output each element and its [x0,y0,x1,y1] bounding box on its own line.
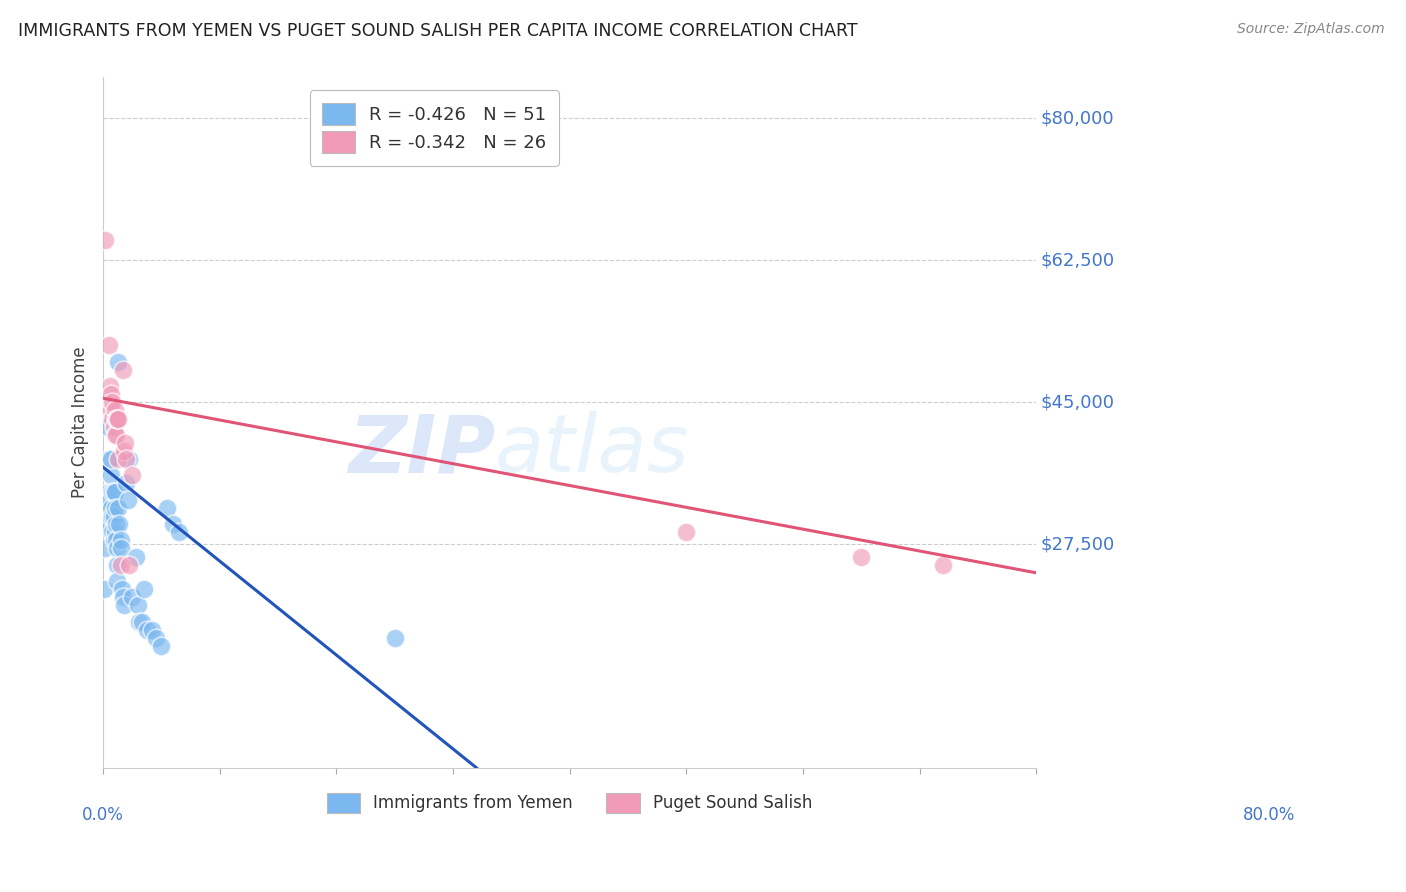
Point [105,574,128,588]
Point [112,599,135,613]
Point [932,558,955,572]
Point [100,468,122,483]
Point [97,419,120,434]
Point [136,623,159,637]
Point [141,623,163,637]
Point [94,541,117,556]
Point [105,541,128,556]
Point [103,508,125,523]
Point [100,452,122,467]
Point [104,427,127,442]
Point [114,435,136,450]
Point [103,484,125,499]
Point [104,525,127,540]
Text: $45,000: $45,000 [1040,393,1115,411]
Text: 0.0%: 0.0% [82,805,124,823]
Point [98,379,121,393]
Point [101,395,124,409]
Point [105,411,128,425]
Point [125,549,148,564]
Point [127,599,149,613]
Point [150,639,173,653]
Point [111,590,134,604]
Point [128,615,150,629]
Text: $62,500: $62,500 [1040,252,1115,269]
Point [98,508,121,523]
Point [104,403,127,417]
Point [118,558,141,572]
Text: Source: ZipAtlas.com: Source: ZipAtlas.com [1237,22,1385,37]
Point [101,525,124,540]
Point [111,363,134,377]
Point [100,403,122,417]
Text: IMMIGRANTS FROM YEMEN VS PUGET SOUND SALISH PER CAPITA INCOME CORRELATION CHART: IMMIGRANTS FROM YEMEN VS PUGET SOUND SAL… [18,22,858,40]
Point [100,500,122,515]
Text: ZIP: ZIP [347,411,495,489]
Point [103,419,125,434]
Point [121,590,143,604]
Point [851,549,873,564]
Text: $27,500: $27,500 [1040,535,1115,553]
Point [107,500,129,515]
Point [145,631,167,645]
Point [108,517,131,532]
Point [104,517,127,532]
Point [103,533,125,548]
Text: $80,000: $80,000 [1040,109,1115,127]
Point [96,500,118,515]
Point [104,411,127,425]
Point [131,615,153,629]
Point [104,484,127,499]
Point [97,484,120,499]
Legend: Immigrants from Yemen, Puget Sound Salish: Immigrants from Yemen, Puget Sound Salis… [319,784,821,822]
Point [115,452,138,467]
Point [117,492,139,507]
Point [105,411,128,425]
Point [675,525,697,540]
Point [104,500,127,515]
Point [384,631,406,645]
Text: atlas: atlas [495,411,690,489]
Point [115,476,138,491]
Point [110,541,132,556]
Point [98,492,121,507]
Point [104,533,127,548]
Point [101,411,124,425]
Point [112,444,135,458]
Point [105,558,128,572]
Point [162,517,184,532]
Point [101,508,124,523]
Point [132,582,155,596]
Point [93,582,115,596]
Point [111,582,134,596]
Point [107,411,129,425]
Point [110,533,132,548]
Point [97,338,120,352]
Point [121,468,143,483]
Point [107,452,129,467]
Y-axis label: Per Capita Income: Per Capita Income [72,347,89,499]
Point [97,517,120,532]
Point [107,354,129,368]
Point [167,525,190,540]
Point [104,427,127,442]
Text: 80.0%: 80.0% [1243,805,1295,823]
Point [97,452,120,467]
Point [156,500,179,515]
Point [110,558,132,572]
Point [94,233,117,247]
Point [101,484,124,499]
Point [100,387,122,401]
Point [118,452,141,467]
